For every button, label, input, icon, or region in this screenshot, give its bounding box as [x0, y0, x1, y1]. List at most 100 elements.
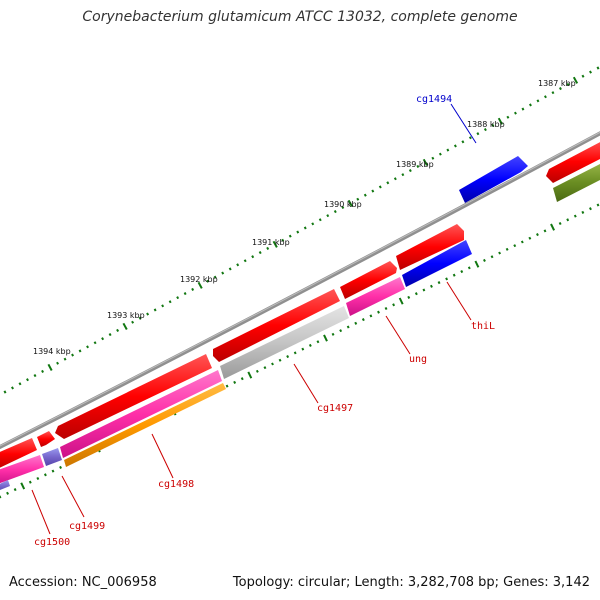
feature-cds-red — [0, 438, 37, 468]
ruler-tick — [589, 207, 592, 211]
gene-cg1494[interactable] — [459, 156, 528, 203]
ruler-tick — [93, 341, 97, 345]
ruler-tick — [176, 296, 180, 300]
gene-label-thil: thiL — [471, 321, 495, 332]
ruler-tick — [558, 221, 562, 226]
ruler-label: 1390 kbp — [324, 200, 362, 209]
ruler-tick — [101, 337, 105, 341]
ruler-tick — [490, 255, 494, 259]
ruler-tick — [131, 320, 135, 324]
ruler-tick — [236, 263, 240, 267]
ruler-tick — [347, 199, 353, 207]
gene-ung[interactable] — [346, 277, 405, 316]
ruler-tick — [272, 240, 278, 248]
feature-cds-red — [396, 224, 464, 270]
ruler-label: 1393 kbp — [107, 311, 145, 320]
ruler-tick — [581, 74, 585, 78]
label-connector — [61, 475, 85, 518]
ruler-tick — [301, 347, 305, 351]
label-connector — [31, 489, 51, 535]
ruler-tick — [43, 473, 47, 477]
ruler-label: 1392 kbp — [180, 275, 218, 284]
ruler-tick — [316, 340, 320, 344]
ruler-tick — [354, 321, 358, 325]
ruler-tick — [303, 226, 307, 230]
ruler-tick — [559, 87, 562, 91]
ruler-tick — [331, 332, 335, 336]
ruler-tick — [206, 279, 210, 283]
ruler-tick — [221, 271, 225, 275]
gene-label-ung: ung — [409, 354, 427, 365]
ruler-tick — [445, 277, 449, 281]
ruler-label: 1388 kbp — [467, 120, 505, 129]
ruler-tick — [483, 128, 487, 132]
ruler-tick — [293, 351, 297, 355]
ruler-tick — [573, 214, 577, 218]
gene-cg1500[interactable] — [0, 455, 44, 485]
ruler-tick — [288, 234, 292, 238]
ruler-tick — [431, 156, 435, 160]
ruler-tick — [255, 369, 259, 373]
ruler-tick — [498, 251, 502, 255]
gene-label-cg1497: cg1497 — [317, 403, 353, 414]
ruler-tick — [491, 123, 495, 127]
ruler-tick — [296, 230, 300, 234]
ruler-tick — [6, 491, 9, 495]
ruler-tick — [572, 76, 579, 84]
ruler-tick — [529, 103, 532, 107]
ruler-tick — [416, 164, 420, 168]
ruler-tick — [483, 258, 486, 262]
ruler-tick — [251, 255, 255, 259]
gene-label-cg1500: cg1500 — [34, 537, 70, 548]
gene-cg1498[interactable] — [64, 383, 226, 467]
ruler-tick — [323, 334, 328, 342]
ruler-tick — [191, 287, 195, 291]
feature-cds-red — [213, 289, 340, 362]
feature-cds-red — [37, 431, 55, 447]
label-connector — [293, 363, 319, 404]
ruler-tick — [371, 189, 375, 193]
ruler-tick — [197, 281, 203, 289]
ruler-tick — [3, 390, 7, 394]
feature-cds-red — [546, 142, 600, 183]
topology-text: Topology: circular; Length: 3,282,708 bp… — [232, 575, 590, 590]
ruler-tick — [378, 185, 382, 189]
label-connector — [450, 103, 477, 144]
ruler-tick — [550, 223, 555, 231]
ruler-tick — [361, 318, 365, 322]
ruler-tick — [146, 312, 150, 316]
ruler-tick — [168, 300, 172, 304]
ruler-tick — [467, 266, 471, 270]
ruler-label: 1391 kbp — [252, 238, 290, 247]
ruler-tick — [384, 306, 388, 311]
ruler-tick — [536, 99, 540, 103]
ruler-tick — [356, 197, 360, 201]
ruler-tick — [398, 297, 404, 305]
ruler-tick — [341, 205, 345, 209]
ruler-tick — [505, 247, 509, 251]
gene-thil[interactable] — [402, 240, 472, 287]
ruler-tick — [401, 173, 405, 177]
ruler-tick — [78, 349, 82, 353]
ruler-tick — [453, 144, 457, 148]
ruler-tick — [138, 316, 142, 320]
gene-cg1499[interactable] — [60, 370, 222, 458]
ruler-tick — [213, 275, 217, 279]
ruler-tick — [318, 218, 322, 222]
feature-cds-red — [340, 261, 397, 299]
ruler-tick — [407, 295, 411, 299]
ruler-tick — [581, 210, 585, 214]
ruler-tick — [461, 140, 465, 144]
ruler-tick — [326, 214, 330, 218]
ruler-tick — [566, 218, 570, 222]
label-connector — [151, 433, 174, 479]
ruler-tick — [422, 158, 428, 166]
gene-cg1497[interactable] — [220, 306, 349, 379]
ruler-tick — [506, 115, 510, 119]
map-title: Corynebacterium glutamicum ATCC 13032, c… — [82, 9, 518, 25]
ruler-tick — [240, 377, 244, 381]
ruler-tick — [51, 469, 55, 473]
ruler-tick — [258, 251, 262, 255]
ruler-tick — [228, 267, 232, 271]
